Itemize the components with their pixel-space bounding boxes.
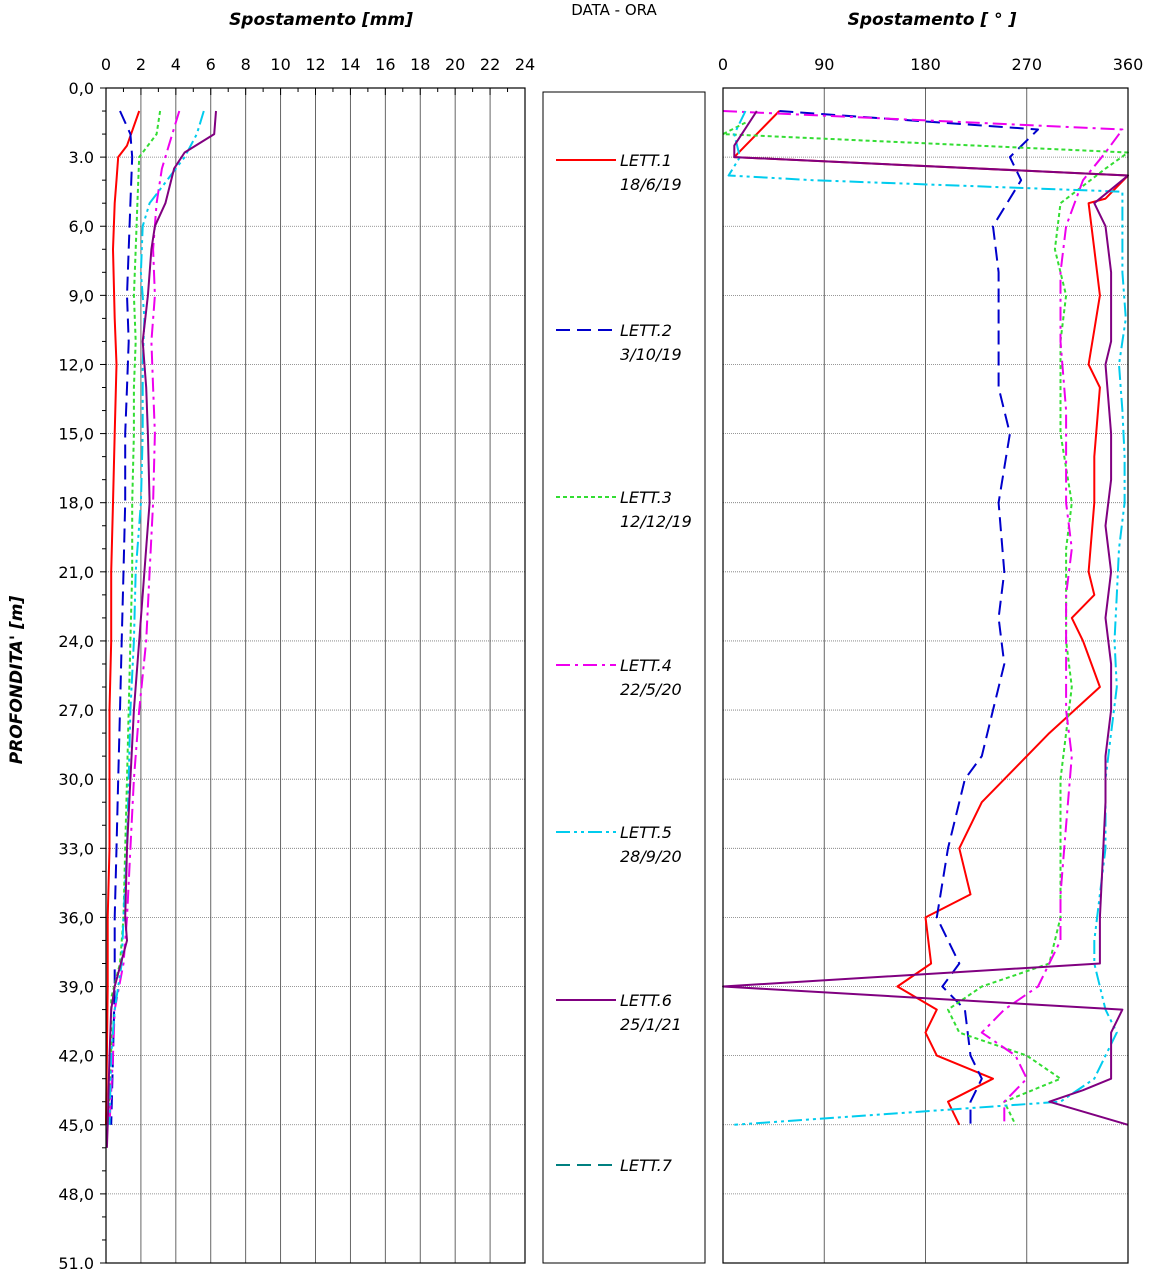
right-series-lines — [722, 110, 1129, 1126]
right-x-tick-labels: 0 90 180 270 360 — [718, 55, 1143, 74]
y-tick-labels: 0,0 3.0 6,0 9,0 12,0 15,0 18,0 21,0 24,0 27,0 30,0… — [58, 79, 106, 1269]
left-series-lines — [105, 110, 217, 1148]
series-line-lett3 — [106, 110, 162, 1125]
x-tick-label: 0 — [718, 55, 728, 74]
series-line-lett4 — [722, 110, 1124, 1125]
series-line-lett2 — [779, 110, 1039, 1125]
series-line-lett2 — [110, 110, 134, 1125]
right-chart-title: Spostamento [ ° ] — [848, 10, 1017, 30]
series-line-lett5 — [108, 110, 205, 1125]
x-tick-label: 360 — [1113, 55, 1144, 74]
right-plot-frame — [722, 87, 1129, 1264]
x-tick-label: 270 — [1011, 55, 1042, 74]
series-line-lett6 — [722, 110, 1129, 1126]
left-grid — [105, 88, 526, 1263]
legend-series-date: 25/1/21 — [620, 1015, 682, 1034]
y-tick-label: 45,0 — [58, 1116, 94, 1135]
series-line-lett3 — [722, 121, 1129, 1126]
y-tick-label: 12,0 — [58, 355, 94, 374]
left-plot-frame — [105, 87, 526, 1264]
x-tick-label: 180 — [910, 55, 941, 74]
legend-series-date: 12/12/19 — [620, 512, 692, 531]
legend-series-date: 22/5/20 — [620, 680, 682, 699]
x-tick-label: 8 — [241, 55, 251, 74]
y-tick-label: 36,0 — [58, 908, 94, 927]
x-tick-label: 90 — [814, 55, 834, 74]
y-tick-label: 48,0 — [58, 1185, 94, 1204]
legend-series-date: 3/10/19 — [620, 345, 682, 364]
x-tick-label: 4 — [171, 55, 181, 74]
legend-series-name: LETT.1 — [620, 151, 672, 170]
legend-series-date: 28/9/20 — [620, 847, 682, 866]
displacement-mm-panel: Spostamento [mm] 0 2 4 6 8 10 12 14 16 18 20 22 24 0… — [58, 10, 535, 1269]
series-line-lett6 — [105, 110, 217, 1148]
legend-series-name: LETT.5 — [620, 823, 672, 842]
displacement-deg-panel: Spostamento [ ° ] 0 90 180 270 360 — [718, 10, 1143, 1264]
y-tick-label: 42,0 — [58, 1047, 94, 1066]
x-tick-label: 6 — [206, 55, 216, 74]
y-tick-label: 9,0 — [69, 286, 94, 305]
legend-series-date: 18/6/19 — [620, 175, 682, 194]
y-tick-label: 30,0 — [58, 770, 94, 789]
legend: LETT.1 18/6/19 LETT.2 3/10/19 LETT.3 12/12/19… — [556, 151, 692, 1175]
legend-series-name: LETT.7 — [620, 1156, 673, 1175]
y-tick-label: 3.0 — [69, 148, 94, 167]
series-line-lett1 — [105, 110, 141, 1125]
x-tick-label: 0 — [101, 55, 111, 74]
series-line-lett4 — [108, 110, 181, 1125]
x-tick-label: 2 — [136, 55, 146, 74]
legend-box — [542, 91, 706, 1264]
left-chart-title: Spostamento [mm] — [229, 10, 413, 30]
legend-series-name: LETT.6 — [620, 991, 672, 1010]
x-tick-label: 10 — [270, 55, 290, 74]
y-tick-label: 27,0 — [58, 701, 94, 720]
x-tick-label: 12 — [305, 55, 325, 74]
y-axis-label: PROFONDITA' [m] — [7, 596, 27, 765]
right-grid — [723, 88, 1128, 1263]
legend-series-name: LETT.2 — [620, 321, 672, 340]
x-tick-label: 24 — [515, 55, 535, 74]
x-tick-label: 16 — [375, 55, 395, 74]
x-tick-label: 20 — [445, 55, 465, 74]
y-tick-label: 18,0 — [58, 494, 94, 513]
y-tick-label: 24,0 — [58, 632, 94, 651]
y-tick-label: 33,0 — [58, 839, 94, 858]
y-tick-label: 51,0 — [58, 1254, 94, 1269]
x-tick-label: 22 — [480, 55, 500, 74]
x-tick-label: 18 — [410, 55, 430, 74]
y-tick-label: 39,0 — [58, 978, 94, 997]
series-line-lett1 — [733, 110, 1129, 1126]
x-tick-label: 14 — [340, 55, 360, 74]
y-tick-label: 0,0 — [69, 79, 94, 98]
date-time-header: DATA - ORA — [571, 1, 657, 19]
legend-series-name: LETT.3 — [620, 488, 672, 507]
y-tick-label: 21,0 — [58, 563, 94, 582]
y-tick-label: 6,0 — [69, 217, 94, 236]
y-tick-label: 15,0 — [58, 425, 94, 444]
left-x-tick-labels: 0 2 4 6 8 10 12 14 16 18 20 22 24 — [101, 55, 535, 74]
series-line-lett5 — [727, 110, 1127, 1126]
legend-series-name: LETT.4 — [620, 656, 672, 675]
